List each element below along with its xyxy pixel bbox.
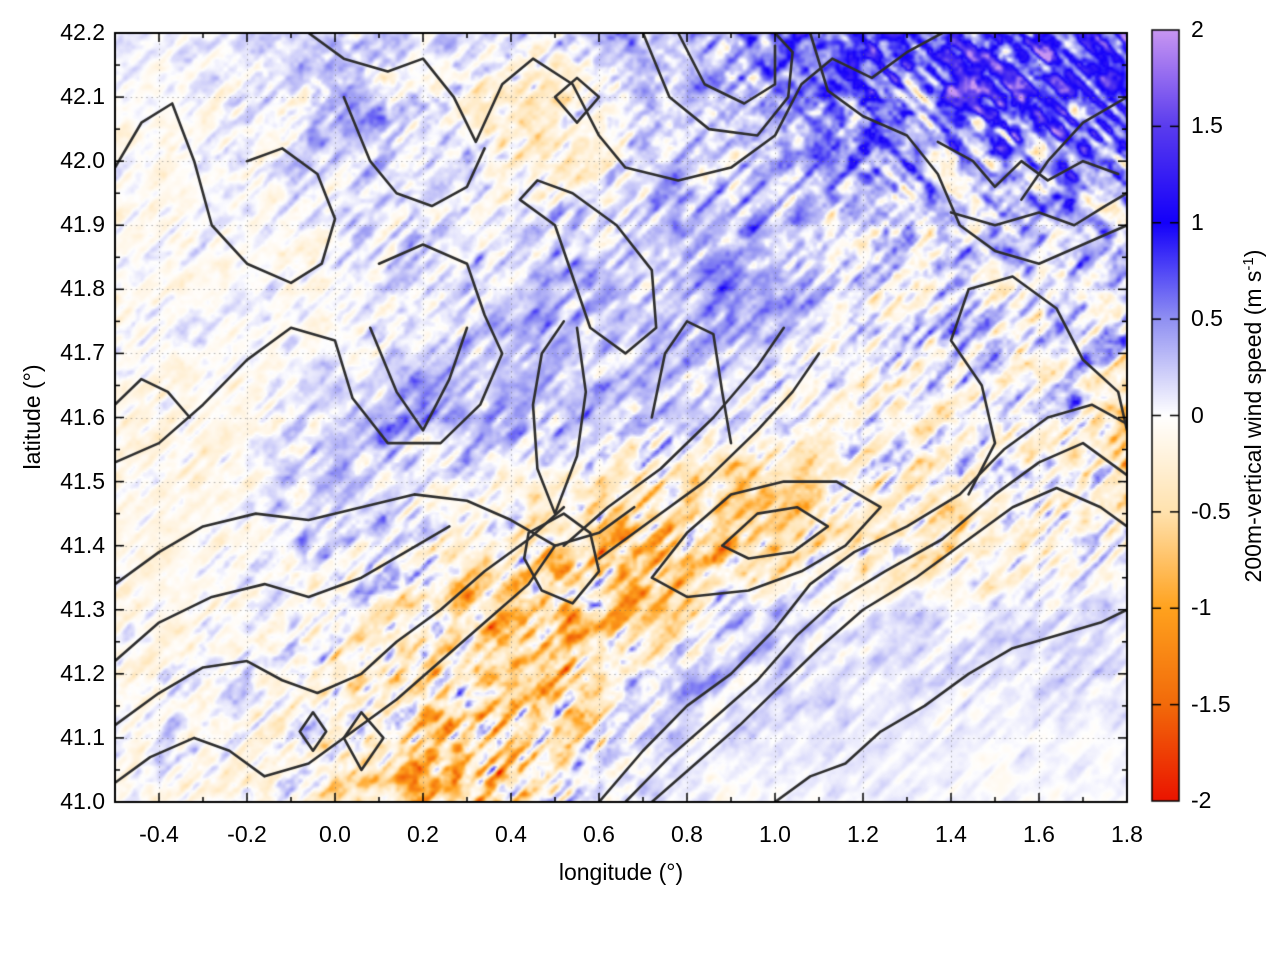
y-tick-label: 41.1 — [60, 723, 105, 750]
x-tick-label: 1.8 — [1111, 821, 1143, 847]
x-tick-label: 0.8 — [671, 821, 703, 847]
x-tick-label: 0.0 — [319, 821, 351, 847]
y-tick-label: 41.9 — [60, 211, 105, 238]
x-tick-label: 0.4 — [495, 821, 527, 847]
colorbar-tick-label: 1.5 — [1191, 112, 1223, 139]
y-tick-label: 42.0 — [60, 147, 105, 174]
y-tick-label: 42.1 — [60, 83, 105, 110]
y-tick-label: 41.2 — [60, 659, 105, 686]
x-tick-label: 0.2 — [407, 821, 439, 847]
colorbar-tick-label: 1 — [1191, 208, 1204, 235]
y-tick-label: 41.0 — [60, 788, 105, 814]
x-tick-label: -0.4 — [139, 821, 179, 847]
x-tick-label: 1.4 — [935, 821, 967, 847]
y-tick-label: 41.6 — [60, 403, 105, 430]
y-tick-label: 42.2 — [60, 19, 105, 45]
y-tick-label: 41.7 — [60, 339, 105, 366]
y-tick-label: 41.4 — [60, 531, 105, 558]
colorbar-tick-label: 0 — [1191, 401, 1204, 428]
y-tick-label: 41.5 — [60, 467, 105, 494]
colorbar-tick-label: -1 — [1191, 594, 1212, 621]
colorbar-tick-label: -2 — [1191, 787, 1212, 813]
x-tick-label: 1.2 — [847, 821, 879, 847]
x-tick-label: -0.2 — [227, 821, 267, 847]
x-tick-label: 1.0 — [759, 821, 791, 847]
colorbar-tick-label: 0.5 — [1191, 305, 1223, 332]
colorbar-tick-label: -0.5 — [1191, 497, 1231, 524]
colorbar-tick-label: 2 — [1191, 16, 1204, 42]
x-axis-label: longitude (°) — [558, 859, 684, 885]
y-tick-label: 41.8 — [60, 275, 105, 302]
x-tick-label: 1.6 — [1023, 821, 1055, 847]
x-tick-label: 0.6 — [583, 821, 615, 847]
y-tick-label: 41.3 — [60, 595, 105, 622]
colorbar-tick-label: -1.5 — [1191, 690, 1231, 717]
colorbar-label-sup: -1 — [1240, 257, 1257, 271]
